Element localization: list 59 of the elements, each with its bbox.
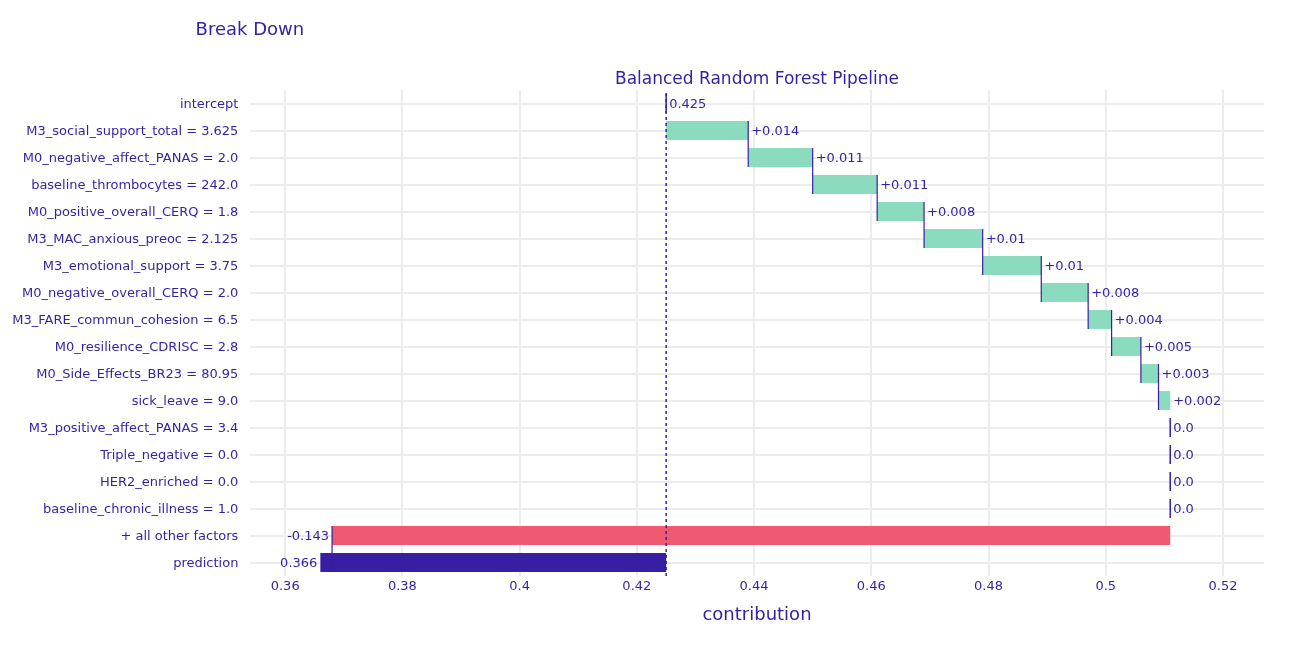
data-label: +0.014 <box>751 123 800 138</box>
data-label: +0.008 <box>1091 285 1140 300</box>
y-tick-label: M0_Side_Effects_BR23 = 80.95 <box>36 366 239 382</box>
y-tick-label: M3_emotional_support = 3.75 <box>42 258 239 274</box>
y-tick-label: Triple_negative = 0.0 <box>99 447 239 463</box>
x-tick-label: 0.44 <box>739 578 769 593</box>
bar <box>332 526 1171 545</box>
data-label: 0.0 <box>1173 501 1194 516</box>
bar <box>812 175 878 194</box>
x-tick-label: 0.36 <box>270 578 300 593</box>
bar <box>748 148 813 167</box>
x-tick-label: 0.48 <box>974 578 1003 593</box>
bar <box>924 229 983 248</box>
x-tick-label: 0.4 <box>509 578 530 593</box>
data-label: +0.01 <box>1044 258 1085 273</box>
data-label: 0.366 <box>280 555 318 570</box>
y-tick-label: baseline_thrombocytes = 242.0 <box>31 177 239 193</box>
data-label: -0.143 <box>287 528 330 543</box>
x-tick-label: 0.38 <box>387 578 417 593</box>
data-label: +0.003 <box>1161 366 1210 381</box>
data-label: +0.011 <box>880 177 929 192</box>
x-tick-label: 0.5 <box>1095 578 1117 593</box>
y-tick-label: M3_positive_affect_PANAS = 3.4 <box>28 420 239 436</box>
bar <box>1041 283 1089 302</box>
y-tick-label: M0_positive_overall_CERQ = 1.8 <box>27 204 239 220</box>
chart-title: Break Down <box>195 18 305 40</box>
bar <box>877 202 925 221</box>
bar <box>1111 337 1141 356</box>
data-label: +0.01 <box>985 231 1026 246</box>
x-tick-label: 0.42 <box>622 578 652 593</box>
data-label: 0.425 <box>669 96 707 111</box>
data-label: +0.002 <box>1173 393 1222 408</box>
y-tick-label: sick_leave = 9.0 <box>131 393 239 409</box>
data-label: +0.004 <box>1114 312 1163 327</box>
y-tick-label: baseline_chronic_illness = 1.0 <box>43 501 239 517</box>
data-label: 0.0 <box>1173 447 1194 462</box>
bar <box>1158 391 1171 410</box>
y-tick-label: + all other factors <box>120 528 239 544</box>
y-tick-label: M3_social_support_total = 3.625 <box>26 123 239 139</box>
data-label: +0.011 <box>815 150 864 165</box>
bar <box>1088 310 1112 329</box>
y-tick-label: intercept <box>179 96 239 112</box>
y-tick-label: M0_negative_overall_CERQ = 2.0 <box>21 285 239 301</box>
y-tick-label: M3_FARE_commun_cohesion = 6.5 <box>12 312 239 328</box>
data-label: 0.0 <box>1173 474 1194 489</box>
bar <box>666 121 749 140</box>
y-tick-label: M3_MAC_anxious_preoc = 2.125 <box>27 231 239 247</box>
bar <box>982 256 1042 275</box>
x-tick-label: 0.52 <box>1208 578 1238 593</box>
data-label: 0.0 <box>1173 420 1194 435</box>
data-label: +0.005 <box>1143 339 1193 354</box>
y-tick-label: M0_negative_affect_PANAS = 2.0 <box>22 150 239 166</box>
data-label: +0.008 <box>927 204 976 219</box>
y-tick-label: prediction <box>173 555 239 571</box>
y-tick-label: M0_resilience_CDRISC = 2.8 <box>54 339 239 355</box>
y-tick-label: HER2_enriched = 0.0 <box>99 474 239 490</box>
x-axis-title: contribution <box>702 603 812 625</box>
x-tick-label: 0.46 <box>856 578 886 593</box>
chart-subtitle: Balanced Random Forest Pipeline <box>615 68 899 88</box>
